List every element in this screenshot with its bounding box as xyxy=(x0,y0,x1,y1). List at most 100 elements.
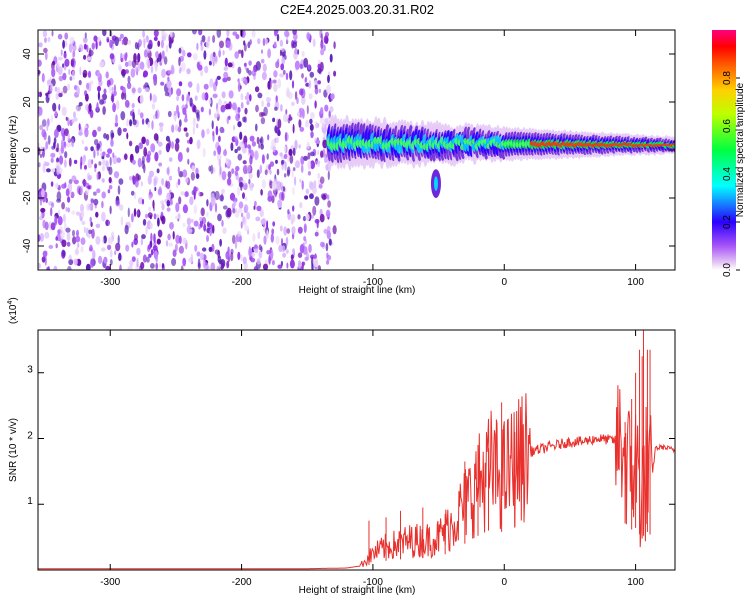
spectrogram-noise-cell xyxy=(280,104,283,112)
spectrogram-noise-cell xyxy=(309,123,314,132)
spectrogram-noise-cell xyxy=(204,65,209,74)
spectrogram-noise-cell xyxy=(42,30,48,38)
spectrogram-noise-cell xyxy=(186,147,190,153)
spectrogram-noise-cell xyxy=(50,207,53,217)
spectrogram-noise-cell xyxy=(124,92,127,101)
spectrogram-noise-cell xyxy=(118,65,123,72)
spectrogram-noise-cell xyxy=(266,250,271,255)
spectrogram-noise-cell xyxy=(203,83,209,90)
spectrogram-noise-cell xyxy=(132,159,136,165)
spectrogram-noise-cell xyxy=(141,155,145,165)
spectrogram-noise-cell xyxy=(106,166,111,171)
spectrogram-noise-cell xyxy=(303,223,307,234)
spectrogram-noise-cell xyxy=(72,50,76,58)
spectrogram-noise-cell xyxy=(226,178,232,186)
spectrogram-noise-cell xyxy=(319,213,325,223)
spectrogram-noise-cell xyxy=(112,102,116,113)
spectrogram-noise-cell xyxy=(189,196,194,205)
spectrogram-noise-cell xyxy=(169,222,174,230)
spectrogram-noise-cell xyxy=(145,226,148,235)
spectrogram-noise-cell xyxy=(300,88,306,99)
spectrogram-noise-cell xyxy=(263,235,267,245)
spectrogram-noise-cell xyxy=(193,204,198,215)
spectrogram-noise-cell xyxy=(112,152,115,158)
spectrogram-noise-cell xyxy=(222,227,227,235)
spectrogram-noise-cell xyxy=(223,66,229,71)
spectrogram-noise-cell xyxy=(285,236,289,246)
spectrogram-noise-cell xyxy=(201,216,207,225)
spectrogram-noise-cell xyxy=(41,73,45,83)
spectrogram-noise-cell xyxy=(272,221,276,227)
spectrogram-noise-cell xyxy=(61,239,67,248)
spectrogram-noise-cell xyxy=(242,192,245,200)
spectrogram-noise-cell xyxy=(183,118,188,123)
spectrogram-noise-cell xyxy=(307,160,312,170)
spectrogram-noise-cell xyxy=(228,90,234,99)
spectrogram-noise-cell xyxy=(61,183,67,189)
spectrogram-noise-cell xyxy=(274,106,278,111)
spectrogram-noise-cell xyxy=(241,77,246,82)
spectrogram-noise-cell xyxy=(182,204,188,214)
spectrogram-noise-cell xyxy=(118,178,124,185)
spectrogram-x-label: Height of straight line (km) xyxy=(299,285,416,296)
spectrogram-noise-cell xyxy=(84,146,88,151)
spectrogram-noise-cell xyxy=(237,107,241,113)
spectrogram-noise-cell xyxy=(216,265,220,270)
spectrogram-noise-cell xyxy=(142,254,147,263)
spectrogram-noise-cell xyxy=(186,68,191,75)
spectrogram-noise-cell xyxy=(158,122,164,127)
spectrogram-noise-cell xyxy=(158,162,163,167)
spectrogram-noise-cell xyxy=(140,181,143,187)
spectrogram-noise-cell xyxy=(212,224,215,234)
spectrogram-noise-cell xyxy=(291,168,294,179)
spectrogram-noise-cell xyxy=(268,164,271,171)
spectrogram-noise-cell xyxy=(166,79,172,89)
spectrogram-noise-cell xyxy=(152,73,158,82)
spectrogram-noise-cell xyxy=(56,165,60,176)
spectrogram-noise-cell xyxy=(127,207,130,218)
spectrogram-noise-cell xyxy=(54,128,59,138)
spectrogram-noise-cell xyxy=(161,263,165,269)
spectrogram-noise-cell xyxy=(323,44,326,52)
spectrogram-noise-cell xyxy=(185,132,189,138)
spectrogram-noise-cell xyxy=(271,195,275,204)
spectrogram-noise-cell xyxy=(126,118,129,127)
spectrogram-noise-cell xyxy=(96,36,101,42)
spectrogram-noise-cell xyxy=(223,149,227,157)
spectrogram-y-tick-label: -40 xyxy=(22,238,33,253)
spectrogram-noise-cell xyxy=(232,208,236,214)
spectrogram-noise-cell xyxy=(239,131,243,140)
spectrogram-noise-cell xyxy=(38,59,42,67)
spectrogram-noise-cell xyxy=(266,97,271,103)
spectrogram-noise-cell xyxy=(110,95,113,102)
spectrogram-noise-cell xyxy=(201,35,206,43)
spectrogram-noise-cell xyxy=(254,200,257,207)
spectrogram-noise-cell xyxy=(107,244,112,250)
spectrogram-noise-cell xyxy=(65,227,71,233)
spectrogram-noise-cell xyxy=(69,76,73,81)
spectrogram-noise-cell xyxy=(285,109,288,115)
spectrogram-noise-cell xyxy=(244,78,248,86)
spectrogram-noise-cell xyxy=(192,125,196,135)
spectrogram-noise-cell xyxy=(194,244,198,252)
spectrogram-noise-cell xyxy=(159,125,164,132)
spectrogram-noise-cell xyxy=(178,56,181,67)
spectrogram-noise-cell xyxy=(155,51,159,59)
spectrogram-noise-cell xyxy=(81,139,84,145)
spectrogram-noise-cell xyxy=(71,175,77,182)
spectrogram-noise-cell xyxy=(322,139,328,149)
spectrogram-noise-cell xyxy=(317,172,320,180)
spectrogram-noise-cell xyxy=(214,249,220,255)
spectrogram-noise-cell xyxy=(242,216,246,224)
spectrogram-noise-cell xyxy=(165,135,170,142)
spectrogram-noise-cell xyxy=(294,47,298,55)
spectrogram-noise-cell xyxy=(301,261,304,270)
spectrogram-noise-cell xyxy=(309,118,313,125)
spectrogram-noise-cell xyxy=(86,56,92,61)
spectrogram-noise-cell xyxy=(231,102,237,111)
spectrogram-noise-cell xyxy=(51,202,55,208)
spectrogram-noise-cell xyxy=(93,149,96,159)
spectrogram-noise-cell xyxy=(222,77,228,83)
spectrogram-noise-cell xyxy=(127,75,131,84)
spectrogram-noise-cell xyxy=(284,145,287,153)
